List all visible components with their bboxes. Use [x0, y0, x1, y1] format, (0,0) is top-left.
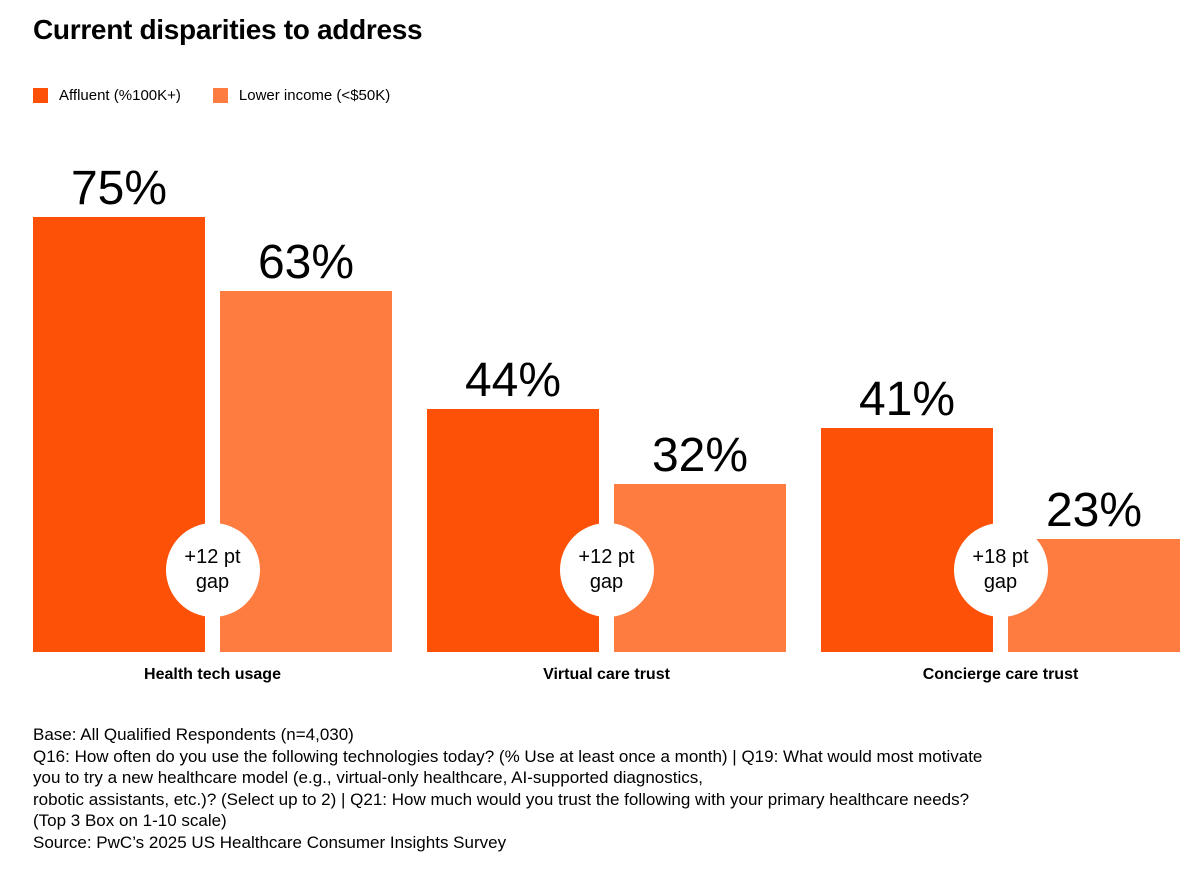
footnotes: Base: All Qualified Respondents (n=4,030…: [33, 724, 1153, 853]
footnote-line: robotic assistants, etc.)? (Select up to…: [33, 789, 970, 809]
gap-text: gap: [589, 571, 624, 593]
data-label: 23%: [1045, 484, 1143, 538]
gap-badge: +12 pt gap: [559, 523, 654, 617]
gap-badge: +18 pt gap: [953, 523, 1048, 617]
data-label: 44%: [464, 354, 562, 408]
gap-badge: +12 pt gap: [165, 523, 260, 617]
gap-text: gap: [983, 571, 1018, 593]
data-label: 63%: [257, 236, 355, 290]
legend-label: Affluent (%100K+): [59, 87, 181, 104]
footnote-line: Base: All Qualified Respondents (n=4,030…: [33, 725, 354, 744]
legend-item-lower-income: Lower income (<$50K): [212, 87, 391, 104]
data-label: 32%: [651, 428, 749, 482]
gap-text: gap: [195, 571, 230, 593]
category-label: Concierge care trust: [922, 666, 1079, 683]
chart-title: Current disparities to address: [33, 14, 423, 45]
footnote-line: Source: PwC’s 2025 US Healthcare Consume…: [33, 832, 507, 852]
gap-text: +12 pt: [184, 546, 241, 568]
footnote-line: (Top 3 Box on 1-10 scale): [33, 811, 227, 830]
category-label: Health tech usage: [144, 666, 281, 683]
legend-label: Lower income (<$50K): [238, 87, 391, 104]
data-label: 75%: [70, 162, 168, 215]
bar-chart: 75% 63% +12 pt gap Health tech usage 44% 32% +1…: [33, 162, 1180, 683]
gap-text: +12 pt: [578, 546, 635, 568]
category-label: Virtual care trust: [543, 666, 670, 683]
legend-swatch-affluent: [33, 88, 48, 103]
footnote-line: you to try a new healthcare model (e.g.,…: [33, 768, 703, 787]
bar-affluent: [427, 409, 599, 652]
data-label: 41%: [858, 372, 956, 426]
gap-text: +18 pt: [972, 546, 1029, 568]
legend: Affluent (%100K+) Lower income (<$50K): [33, 87, 390, 104]
footnote-line: Q16: How often do you use the following …: [33, 746, 983, 766]
legend-swatch-lower-income: [212, 88, 228, 103]
legend-item-affluent: Affluent (%100K+): [33, 87, 181, 104]
